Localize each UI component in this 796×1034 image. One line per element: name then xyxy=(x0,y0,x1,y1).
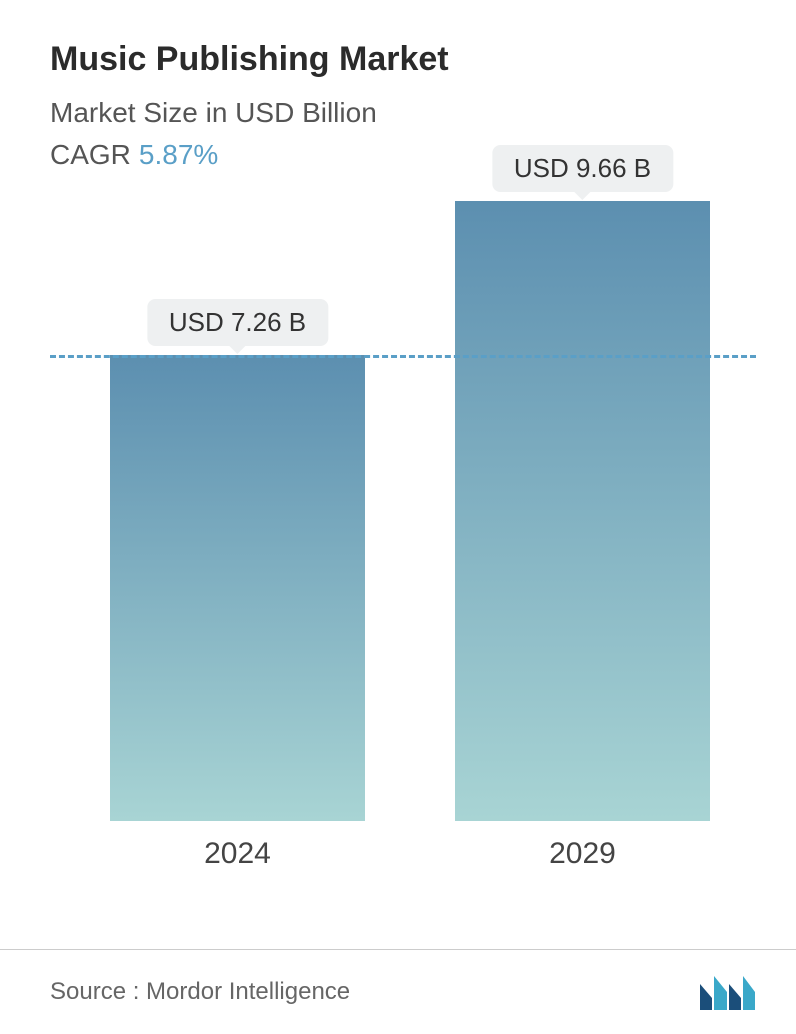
chart-plot-area: USD 7.26 B 2024 USD 9.66 B 2029 xyxy=(50,201,756,881)
mordor-logo-icon xyxy=(698,972,756,1012)
chart-footer: Source : Mordor Intelligence xyxy=(0,949,796,1034)
value-label-2024: USD 7.26 B xyxy=(147,299,328,346)
year-label-2029: 2029 xyxy=(455,837,710,871)
chart-title: Music Publishing Market xyxy=(50,40,756,79)
reference-line xyxy=(50,355,756,358)
value-label-2029: USD 9.66 B xyxy=(492,145,673,192)
source-attribution: Source : Mordor Intelligence xyxy=(50,978,350,1006)
chart-container: Music Publishing Market Market Size in U… xyxy=(0,0,796,1034)
bar-2029: USD 9.66 B xyxy=(455,201,710,821)
bar-fill xyxy=(110,355,365,821)
chart-subtitle: Market Size in USD Billion xyxy=(50,97,756,129)
year-label-2024: 2024 xyxy=(110,837,365,871)
cagr-value: 5.87% xyxy=(139,139,218,170)
bar-fill xyxy=(455,201,710,821)
cagr-label: CAGR xyxy=(50,139,131,170)
bar-2024: USD 7.26 B xyxy=(110,355,365,821)
